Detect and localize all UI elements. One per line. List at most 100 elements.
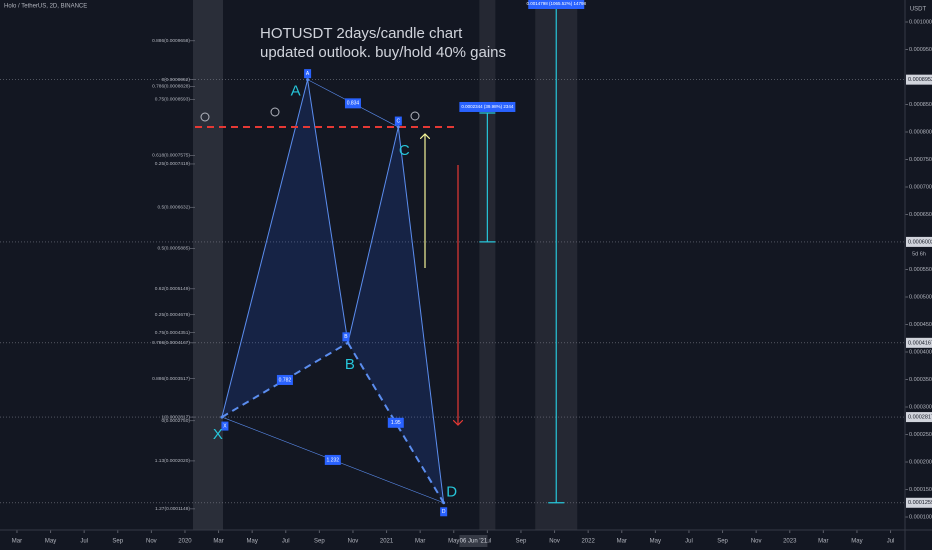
cursor-date-label: 06 Jun '21: [460, 539, 488, 545]
title-line: HOTUSDT 2days/candle chart: [260, 25, 463, 42]
pattern-point: [396, 125, 400, 129]
x-tick-label: Mar: [617, 539, 627, 545]
pattern-leg: [221, 79, 309, 418]
point-box: [394, 116, 402, 126]
fib-label: 0(0.0008952): [161, 77, 190, 83]
point-tag: D: [442, 509, 446, 515]
x-tick-label: Jul: [80, 539, 88, 545]
fib-label: 0.886(0.0003517): [152, 376, 190, 382]
pattern-point: [442, 501, 446, 505]
fib-label: 1.13(0.0002020): [155, 458, 191, 464]
fib-label: 0.5(0.0006632): [157, 205, 190, 211]
x-tick-label: Jul: [282, 539, 290, 545]
point-tag: C: [397, 118, 401, 124]
measure-label: 0.0002344 (39.98%) 2344: [461, 104, 514, 109]
price-box: [906, 337, 932, 348]
cursor-date-box: [459, 535, 488, 547]
pattern-point: [220, 415, 224, 419]
x-tick-label: May: [851, 539, 862, 545]
x-tick-label: Nov: [751, 539, 762, 545]
ratio-box: [276, 374, 293, 385]
ratio-label: 1.232: [327, 457, 340, 463]
fib-label: 0.618(0.0007575): [152, 153, 190, 159]
price-box: [906, 497, 932, 508]
point-box: [342, 332, 350, 342]
x-tick-label: May: [448, 539, 459, 545]
fib-label: 0.5(0.0005885): [157, 246, 190, 252]
fib-label: 0.25(0.0004678): [155, 312, 191, 318]
point-label: A: [291, 83, 301, 100]
measure-label: 0.0014798 (1065.52%) 14798: [526, 1, 586, 6]
point-label: C: [399, 142, 410, 159]
price-label: 0.0002817: [908, 415, 932, 421]
price-box: [906, 236, 932, 247]
point-tag: X: [223, 423, 227, 429]
point-label: D: [446, 484, 457, 501]
alert-icons: [200, 107, 420, 122]
x-tick-label: Mar: [415, 539, 425, 545]
x-tick-label: Mar: [12, 539, 22, 545]
x-tick-label: Nov: [348, 539, 359, 545]
x-tick-label: May: [45, 539, 56, 545]
measure-band: [479, 0, 496, 530]
fib-label: 0.786(0.0008828): [152, 84, 190, 90]
ratio-box: [344, 98, 361, 109]
y-tick-label: 0.0001000: [909, 514, 932, 520]
point-label: X: [213, 426, 223, 443]
fib-label: 0.75(0.0008593): [155, 97, 191, 103]
pattern-leg: [307, 79, 349, 343]
countdown: 5d 6h: [912, 251, 926, 257]
symbol-header: Holo / TetherUS, 2D, BINANCE: [4, 4, 87, 10]
measure-box: [459, 101, 516, 112]
price-box: [906, 412, 932, 423]
x-tick-label: Nov: [549, 539, 560, 545]
x-tick-label: Sep: [314, 539, 325, 545]
fib-label: 0.25(0.0007419): [155, 161, 191, 167]
fib-label: 0(0.0002750): [161, 418, 190, 424]
price-label: 0.0008952: [908, 77, 932, 83]
x-tick-label: Jul: [685, 539, 693, 545]
ratio-box: [324, 454, 341, 465]
point-box: [440, 507, 448, 517]
x-tick-label: 2023: [783, 539, 797, 545]
currency-label: USDT: [910, 7, 927, 13]
x-tick-label: Nov: [146, 539, 157, 545]
pattern-leg: [347, 126, 399, 343]
point-label: B: [345, 356, 355, 373]
fib-label: 1(0.0002817): [161, 414, 190, 420]
point-box: [304, 69, 312, 79]
price-box: [906, 74, 932, 85]
pattern-leg: [397, 126, 445, 503]
x-tick-label: May: [650, 539, 661, 545]
pattern-fill: [347, 127, 444, 503]
measure-box: [528, 0, 585, 9]
x-tick-label: Sep: [112, 539, 123, 545]
x-tick-label: Mar: [818, 539, 828, 545]
ratio-label: 0.834: [347, 101, 360, 107]
pattern-point: [306, 78, 310, 82]
x-tick-label: 2020: [178, 539, 192, 545]
point-tag: B: [344, 334, 348, 340]
x-tick-label: 2021: [380, 539, 394, 545]
x-tick-label: 2022: [581, 539, 595, 545]
title-line: updated outlook. buy/hold 40% gains: [260, 44, 506, 61]
point-tag: A: [306, 71, 310, 77]
highlight-band: [193, 0, 223, 530]
fib-label: 0.75(0.0004351): [155, 330, 191, 336]
plot: [190, 0, 578, 530]
